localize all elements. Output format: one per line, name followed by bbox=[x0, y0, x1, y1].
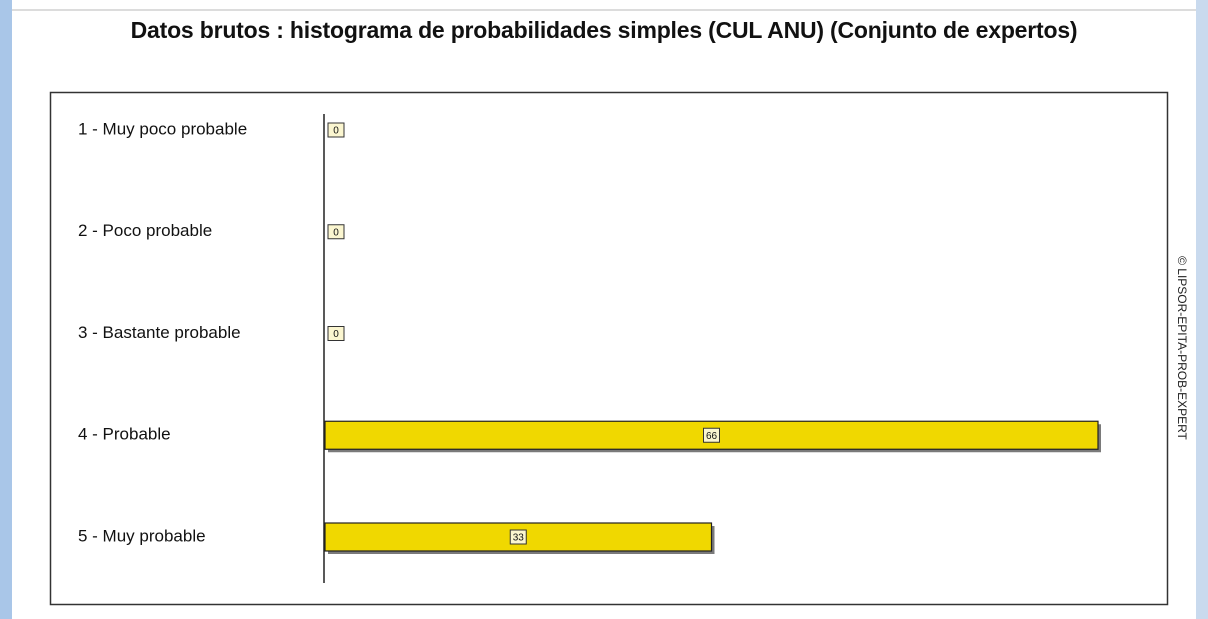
plot-frame bbox=[49, 91, 1169, 606]
value-label: 0 bbox=[333, 126, 339, 137]
category-label: 2 - Poco probable bbox=[78, 221, 212, 240]
right-strip bbox=[1196, 0, 1208, 619]
category-label: 3 - Bastante probable bbox=[78, 323, 241, 342]
left-strip bbox=[0, 0, 12, 619]
value-label-box bbox=[703, 427, 720, 443]
category-label: 1 - Muy poco probable bbox=[78, 119, 247, 138]
credit: © LIPSOR-EPITA-PROB-EXPERT bbox=[1175, 256, 1189, 440]
value-label: 0 bbox=[333, 227, 339, 238]
category-label: 4 - Probable bbox=[78, 425, 171, 444]
value-label-box bbox=[327, 122, 345, 138]
value-label-box bbox=[327, 326, 345, 341]
value-label-box bbox=[327, 224, 345, 240]
chart-title: Datos brutos : histograma de probabilida… bbox=[130, 17, 1078, 43]
value-label-box bbox=[509, 529, 527, 545]
value-label: 0 bbox=[333, 329, 339, 340]
category-label: 5 - Muy probable bbox=[78, 526, 206, 545]
value-label: 66 bbox=[706, 431, 718, 442]
value-label: 33 bbox=[513, 533, 525, 544]
